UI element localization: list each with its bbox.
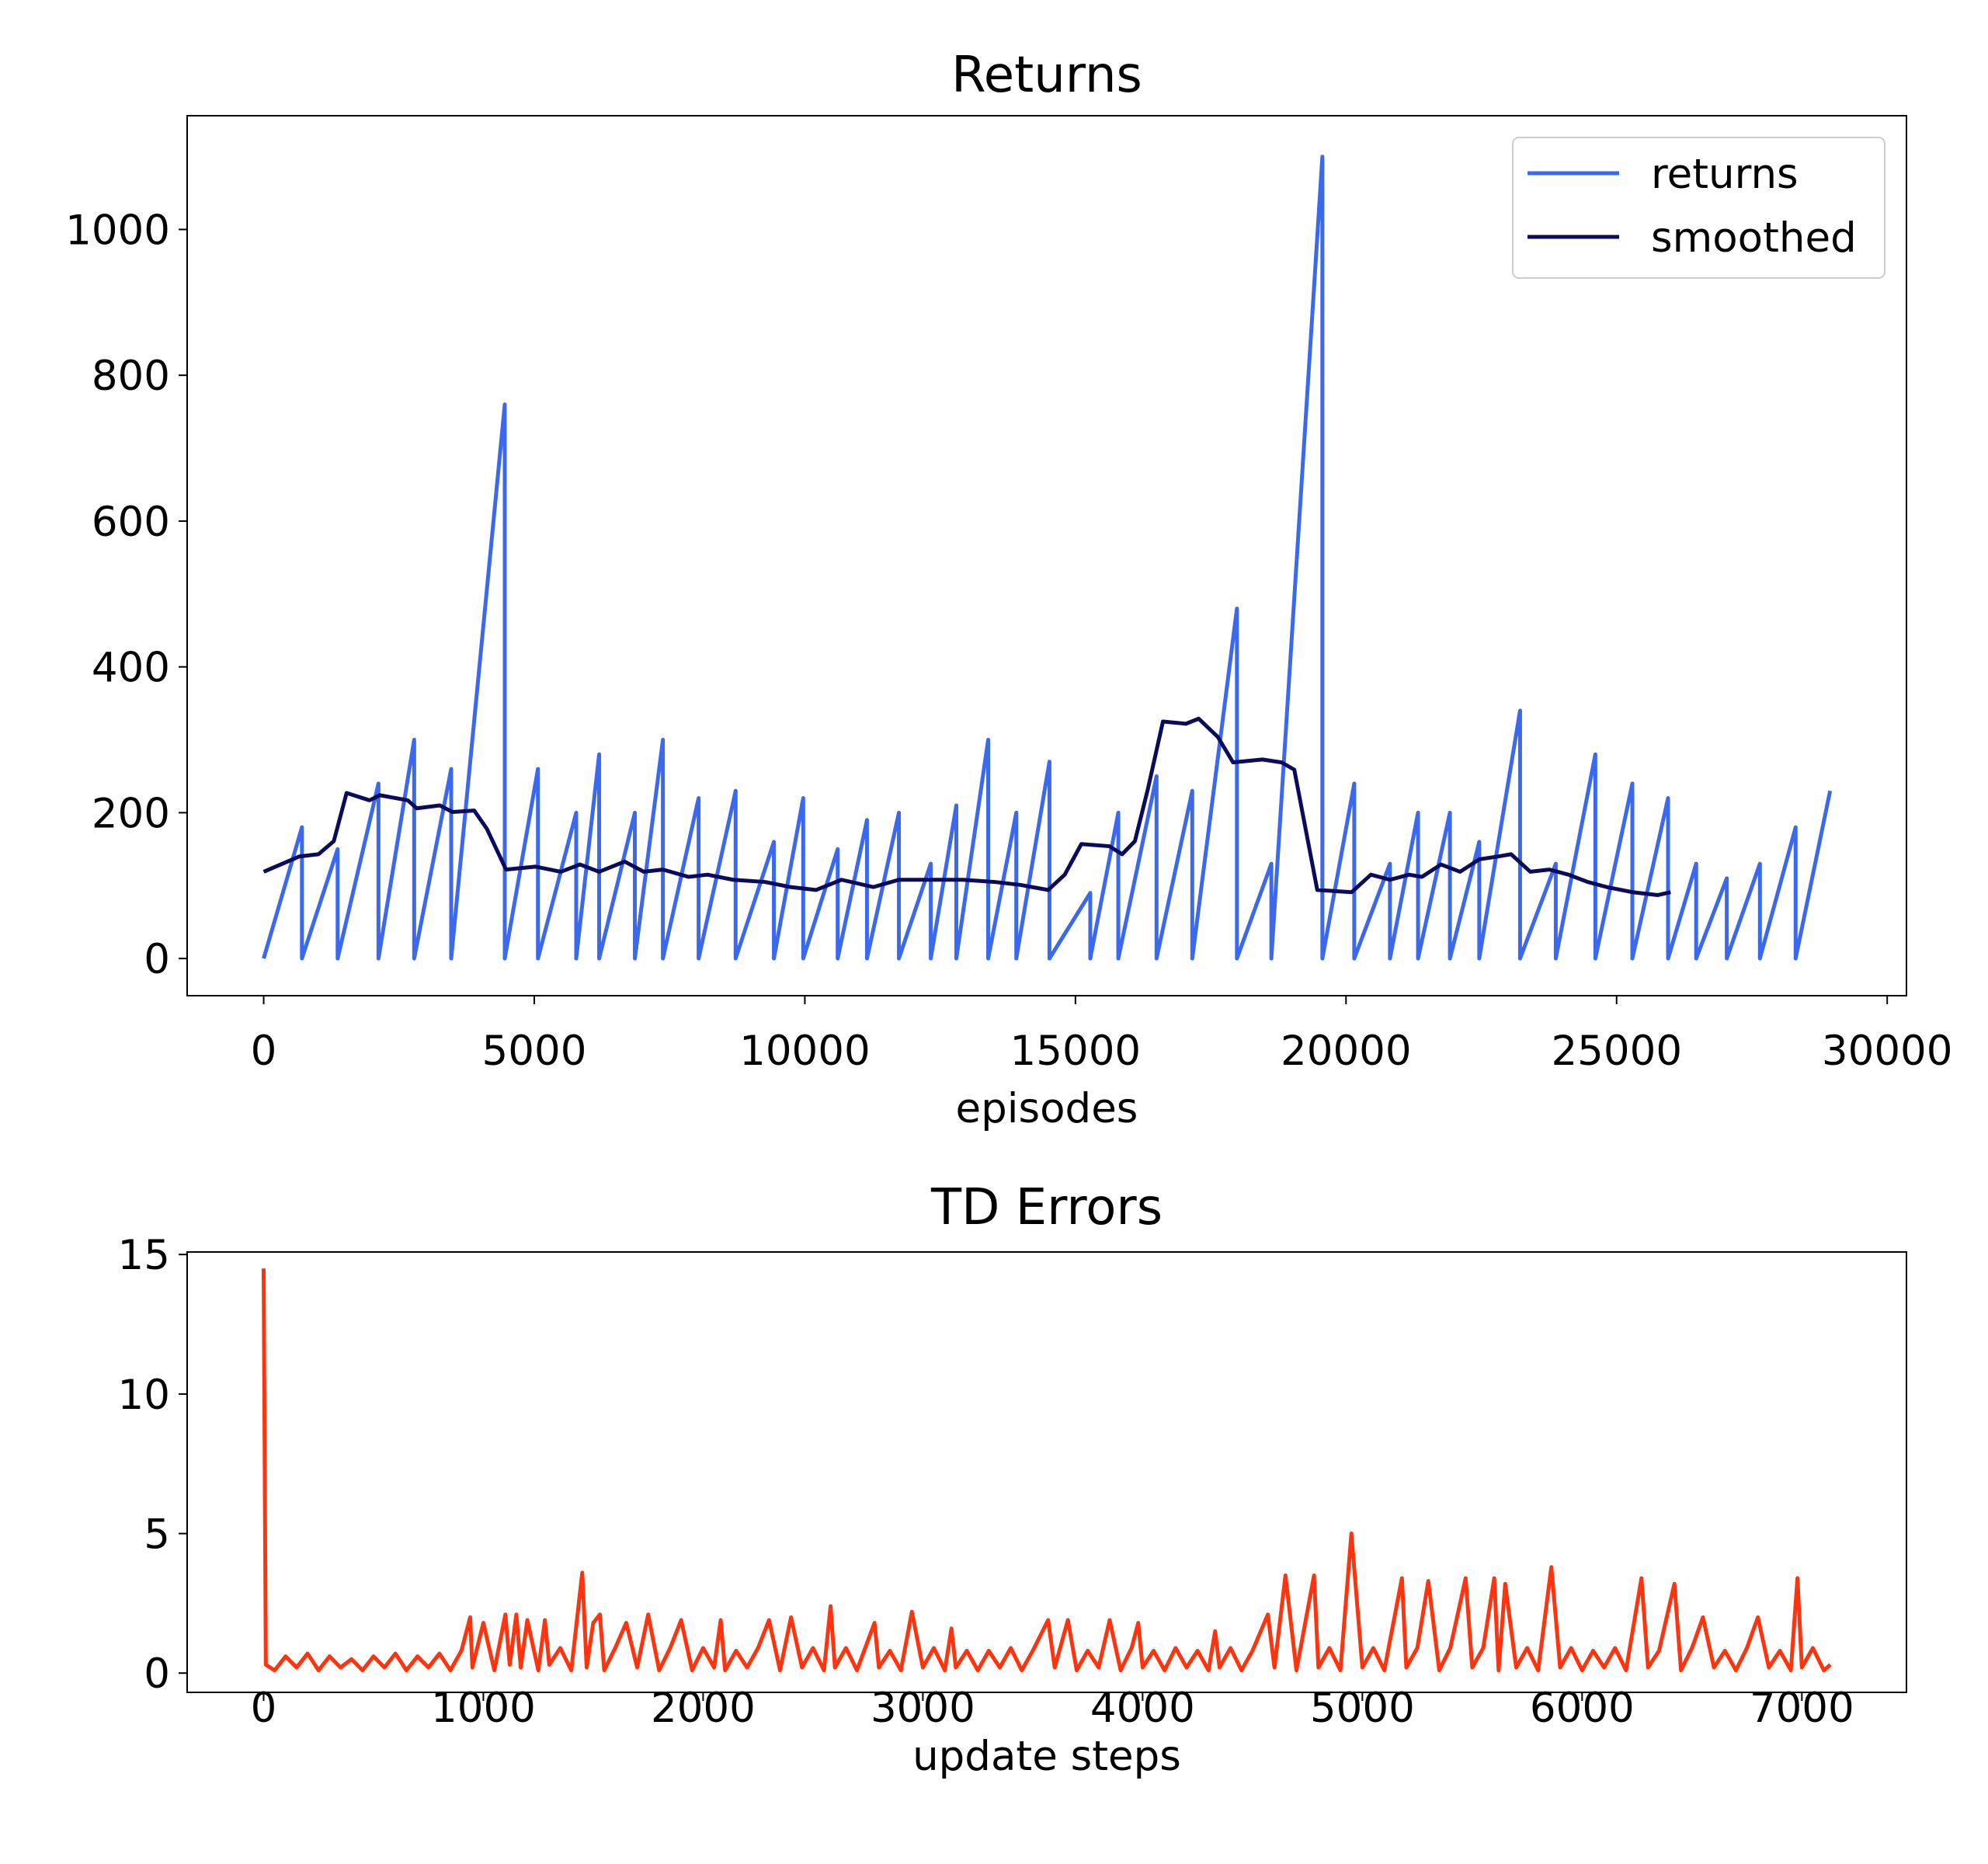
legend-label: smoothed bbox=[1651, 214, 1857, 262]
chart-title: Returns bbox=[951, 47, 1142, 104]
y-tick-label: 400 bbox=[92, 645, 170, 692]
x-tick-label: 5000 bbox=[482, 1028, 587, 1075]
x-tick-label: 15000 bbox=[1010, 1028, 1142, 1075]
y-tick-label: 15 bbox=[118, 1232, 170, 1279]
x-tick-label: 25000 bbox=[1551, 1028, 1682, 1075]
y-tick-label: 800 bbox=[92, 353, 170, 400]
x-tick-label: 10000 bbox=[739, 1028, 871, 1075]
y-tick-label: 5 bbox=[144, 1511, 170, 1559]
x-tick-label: 30000 bbox=[1822, 1028, 1953, 1075]
data-line bbox=[262, 716, 1671, 897]
data-line bbox=[261, 1268, 1832, 1673]
axes-frame bbox=[186, 115, 1907, 996]
y-tick-label: 1000 bbox=[65, 207, 170, 254]
y-tick-label: 0 bbox=[144, 1650, 170, 1698]
data-line bbox=[262, 155, 1833, 961]
x-tick-label: 20000 bbox=[1281, 1028, 1412, 1075]
y-tick-label: 200 bbox=[92, 790, 170, 837]
y-tick-label: 10 bbox=[118, 1372, 170, 1419]
chart-title: TD Errors bbox=[930, 1179, 1163, 1236]
y-tick-label: 0 bbox=[144, 936, 170, 983]
x-axis-label: update steps bbox=[912, 1733, 1181, 1780]
x-axis-label: episodes bbox=[956, 1085, 1138, 1132]
legend-label: returns bbox=[1651, 151, 1799, 198]
y-tick-label: 600 bbox=[92, 499, 170, 546]
x-tick-label: 0 bbox=[251, 1028, 277, 1075]
axes-frame bbox=[186, 1251, 1907, 1693]
